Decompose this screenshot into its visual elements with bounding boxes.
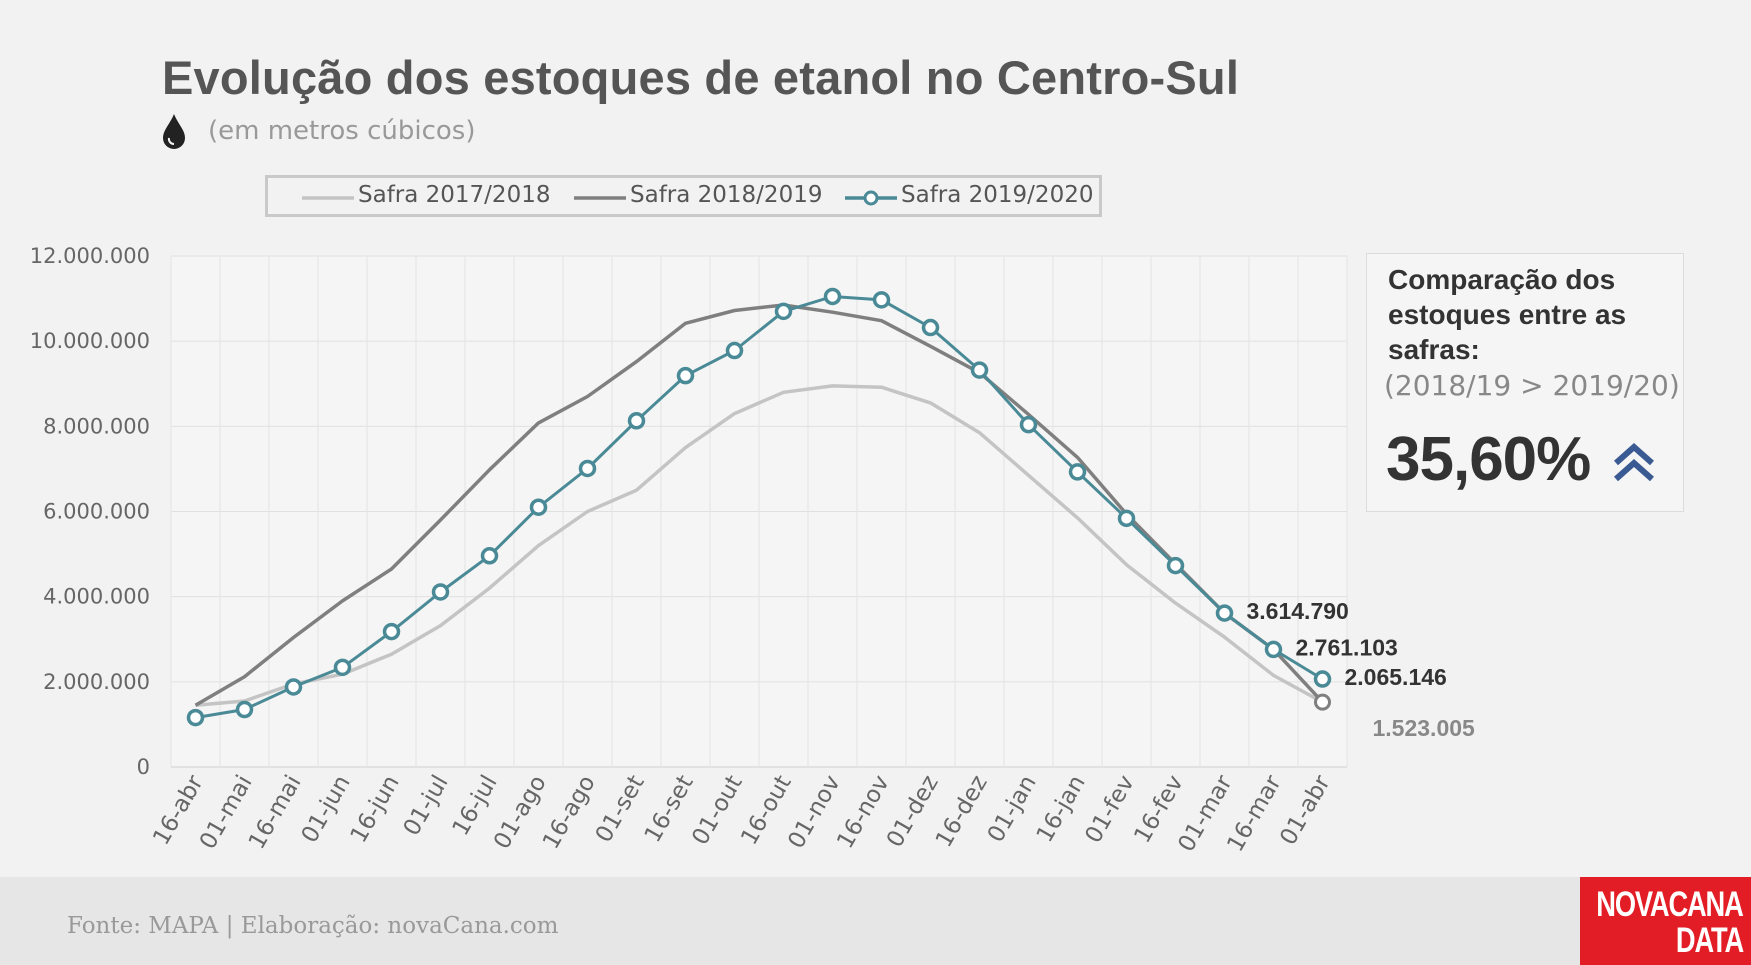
data-point-marker — [1068, 463, 1087, 481]
legend-swatch-2018 — [574, 196, 626, 200]
y-tick-label: 8.000.000 — [43, 414, 150, 438]
data-point-marker — [970, 361, 989, 379]
data-point-marker — [627, 412, 646, 430]
logo-line-1: NOVACANA — [1596, 885, 1745, 924]
data-point-marker — [725, 341, 744, 360]
chart-legend: Safra 2017/2018 Safra 2018/2019 Safra 20… — [265, 175, 1102, 217]
data-point-marker — [480, 547, 499, 565]
water-drop-icon — [163, 114, 185, 149]
panel-value: 35,60% — [1386, 425, 1591, 494]
data-label: 2.761.103 — [1296, 634, 1398, 660]
data-label: 3.614.790 — [1247, 598, 1349, 624]
panel-heading: Comparação dos estoques entre as safras: — [1388, 264, 1627, 365]
data-point-marker — [1019, 415, 1038, 434]
x-tick-label: 01-abr — [1275, 771, 1336, 850]
data-point-marker — [774, 302, 793, 321]
y-tick-label: 12.000.000 — [30, 244, 150, 268]
data-point-marker — [921, 318, 940, 337]
legend-swatch-2017 — [302, 196, 354, 200]
data-point-marker — [1264, 640, 1283, 659]
data-point-marker — [872, 291, 891, 309]
y-tick-label: 6.000.000 — [43, 500, 150, 524]
legend-label-2018: Safra 2018/2019 — [630, 182, 823, 208]
data-point-marker — [235, 700, 254, 719]
data-point-marker — [1166, 556, 1185, 575]
panel-subheading: (2018/19 > 2019/20) — [1384, 369, 1680, 402]
data-point-marker — [529, 498, 548, 516]
y-tick-label: 10.000.000 — [30, 329, 150, 353]
data-point-marker — [578, 459, 597, 478]
data-label: 1.523.005 — [1373, 715, 1476, 741]
data-point-marker — [333, 658, 352, 677]
legend-label-2019: Safra 2019/2020 — [901, 182, 1094, 208]
data-label: 2.065.146 — [1345, 664, 1447, 690]
source-text: Fonte: MAPA | Elaboração: novaCana.com — [67, 913, 559, 939]
series-1-end-marker — [1314, 693, 1331, 711]
x-tick-label: 16-jun — [346, 771, 405, 847]
x-tick-label: 01-jul — [399, 771, 454, 840]
series-line-1 — [194, 303, 1324, 707]
data-point-marker — [382, 622, 401, 641]
chart-subtitle: (em metros cúbicos) — [208, 116, 476, 146]
y-tick-label: 2.000.000 — [43, 670, 150, 694]
data-point-marker — [284, 678, 303, 696]
novacana-logo: NOVACANA DATA — [1580, 877, 1751, 965]
data-point-marker — [431, 583, 450, 601]
series-line-2 — [195, 295, 1324, 720]
double-chevron-up-icon — [1614, 442, 1654, 482]
line-chart: 0 2.000.000 4.000.000 6.000.000 8.000.000 10.… — [30, 244, 1476, 856]
data-point-marker — [823, 287, 842, 306]
data-point-marker — [1313, 670, 1332, 688]
y-tick-label: 0 — [137, 755, 150, 779]
chart-title: Evolução dos estoques de etanol no Centr… — [162, 51, 1240, 104]
data-point-marker — [186, 708, 205, 727]
y-tick-label: 4.000.000 — [43, 585, 150, 609]
logo-line-2: DATA — [1675, 921, 1744, 960]
legend-swatch-2019 — [845, 190, 897, 206]
data-point-marker — [676, 366, 695, 385]
legend-label-2017: Safra 2017/2018 — [358, 182, 551, 208]
series-line-0 — [195, 384, 1324, 708]
footer: Fonte: MAPA | Elaboração: novaCana.com — [0, 877, 1751, 965]
comparison-panel: Comparação dos estoques entre as safras:… — [1366, 253, 1684, 512]
data-point-marker — [1117, 509, 1136, 528]
data-point-marker — [1215, 604, 1234, 622]
